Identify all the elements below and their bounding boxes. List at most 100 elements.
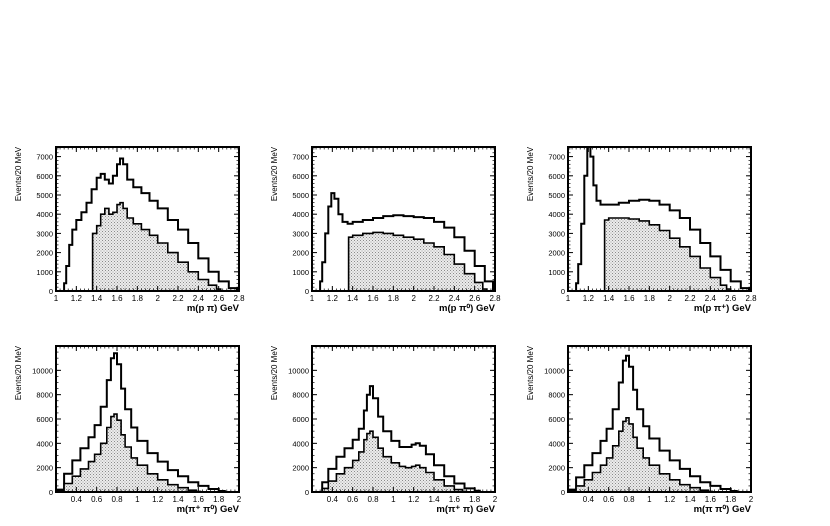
- y-tick-label: 1000: [292, 268, 309, 277]
- y-axis-label: Events/20 MeV: [526, 345, 535, 400]
- y-tick-label: 4000: [292, 439, 309, 448]
- y-axis-label: Events/20 MeV: [14, 345, 23, 400]
- x-tick-label: 1.4: [684, 495, 696, 504]
- y-tick-label: 10000: [544, 366, 565, 375]
- outline-histogram: [318, 192, 494, 292]
- x-tick-label: 1.4: [603, 294, 615, 303]
- x-tick-label: 1.8: [388, 294, 400, 303]
- y-tick-label: 8000: [36, 391, 53, 400]
- y-tick-label: 3000: [548, 229, 565, 238]
- x-tick-label: 1.6: [193, 495, 205, 504]
- x-tick-label: 1.2: [408, 495, 420, 504]
- x-tick-label: 2.6: [213, 294, 225, 303]
- x-tick-label: 1.8: [725, 495, 737, 504]
- y-axis-label: Events/20 MeV: [526, 146, 535, 201]
- y-tick-label: 4000: [36, 210, 53, 219]
- x-tick-label: 2.8: [233, 294, 245, 303]
- x-tick-label: 2: [411, 294, 416, 303]
- y-tick-label: 8000: [292, 391, 309, 400]
- x-tick-label: 1.8: [644, 294, 656, 303]
- y-tick-label: 5000: [548, 191, 565, 200]
- x-tick-label: 2.4: [193, 294, 205, 303]
- y-tick-label: 6000: [292, 172, 309, 181]
- y-tick-label: 4000: [548, 210, 565, 219]
- x-tick-label: 1.6: [623, 294, 635, 303]
- x-tick-label: 2: [493, 495, 498, 504]
- x-tick-label: 1.8: [213, 495, 225, 504]
- y-tick-label: 0: [305, 488, 309, 497]
- panel-3: 1 1.2 1.4 1.6 1.8 2 2.2 2.4 2.6 2.8 0 1000 2000 3000 4…: [526, 146, 757, 314]
- outline-histogram: [55, 352, 226, 492]
- y-tick-label: 1000: [548, 268, 565, 277]
- x-tick-label: 2.8: [745, 294, 757, 303]
- x-tick-label: 1: [566, 294, 571, 303]
- x-tick-label: 1.4: [172, 495, 184, 504]
- x-tick-label: 2: [749, 495, 754, 504]
- x-tick-label: 1.2: [583, 294, 595, 303]
- shaded-histogram: [347, 231, 488, 292]
- y-axis-label: Events/20 MeV: [270, 345, 279, 400]
- x-tick-label: 0.8: [367, 495, 379, 504]
- shaded-histogram: [567, 417, 714, 493]
- x-axis-label: m(p π⁺) GeV: [694, 303, 752, 314]
- y-tick-label: 6000: [36, 415, 53, 424]
- y-tick-label: 0: [561, 287, 565, 296]
- x-tick-label: 1.4: [428, 495, 440, 504]
- x-tick-label: 0.6: [91, 495, 103, 504]
- x-tick-label: 2: [667, 294, 672, 303]
- x-tick-label: 1.6: [111, 294, 123, 303]
- shaded-histogram: [603, 217, 732, 292]
- y-tick-label: 6000: [292, 415, 309, 424]
- y-tick-label: 2000: [548, 249, 565, 258]
- x-axis-label: m(p π) GeV: [187, 303, 240, 314]
- y-tick-label: 10000: [288, 366, 309, 375]
- y-axis-label: Events/20 MeV: [14, 146, 23, 201]
- y-tick-label: 2000: [292, 249, 309, 258]
- x-axis-label: m(π⁺ π) GeV: [436, 504, 495, 515]
- x-tick-label: 1: [310, 294, 315, 303]
- y-tick-label: 4000: [548, 439, 565, 448]
- x-tick-label: 1.4: [91, 294, 103, 303]
- x-tick-label: 1: [391, 495, 396, 504]
- x-tick-label: 1.2: [327, 294, 339, 303]
- plot-frame: [55, 146, 240, 292]
- x-tick-label: 2.8: [489, 294, 501, 303]
- x-tick-label: 2: [237, 495, 242, 504]
- y-tick-label: 5000: [36, 191, 53, 200]
- outline-histogram: [320, 385, 481, 493]
- x-tick-label: 2.6: [725, 294, 737, 303]
- y-tick-label: 2000: [36, 464, 53, 473]
- y-tick-label: 5000: [292, 191, 309, 200]
- y-tick-label: 0: [305, 287, 309, 296]
- y-tick-label: 2000: [36, 249, 53, 258]
- y-tick-label: 3000: [292, 229, 309, 238]
- shaded-histogram: [91, 201, 222, 292]
- x-tick-label: 1.4: [347, 294, 359, 303]
- y-tick-label: 3000: [36, 229, 53, 238]
- x-axis-label: m(π π⁰) GeV: [694, 504, 752, 515]
- x-tick-label: 2.6: [469, 294, 481, 303]
- y-tick-label: 2000: [292, 464, 309, 473]
- x-tick-label: 1: [135, 495, 140, 504]
- panel-5: 0.4 0.6 0.8 1 1.2 1.4 1.6 1.8 2 0 2000 4000 6000 8000…: [270, 345, 498, 515]
- x-tick-label: 1.6: [367, 294, 379, 303]
- y-axis-label: Events/20 MeV: [270, 146, 279, 201]
- y-tick-label: 8000: [548, 391, 565, 400]
- y-tick-label: 7000: [292, 153, 309, 162]
- outline-histogram: [574, 146, 750, 292]
- x-tick-label: 1.2: [664, 495, 676, 504]
- y-tick-label: 6000: [548, 415, 565, 424]
- y-tick-label: 0: [49, 488, 53, 497]
- x-tick-label: 0.8: [623, 495, 635, 504]
- y-tick-label: 10000: [32, 366, 53, 375]
- x-tick-label: 2: [155, 294, 160, 303]
- panel-4: 0.4 0.6 0.8 1 1.2 1.4 1.6 1.8 2 0 2000 4000 6000 8000…: [14, 345, 242, 515]
- x-tick-label: 0.8: [111, 495, 123, 504]
- y-tick-label: 2000: [548, 464, 565, 473]
- y-tick-label: 1000: [36, 268, 53, 277]
- x-tick-label: 0.6: [347, 495, 359, 504]
- x-tick-label: 1.6: [705, 495, 717, 504]
- x-tick-label: 0.4: [327, 495, 339, 504]
- x-tick-label: 1.2: [152, 495, 164, 504]
